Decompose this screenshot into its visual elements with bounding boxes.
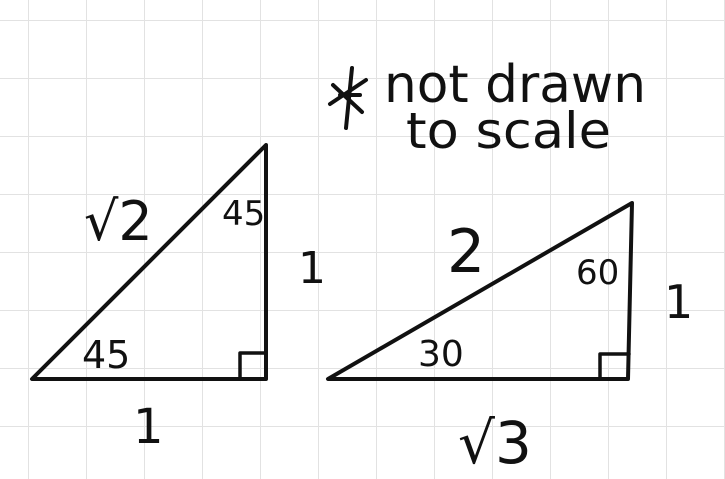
asterisk-icon — [328, 66, 368, 130]
triangle-30-60-bottom-angle-label: 30 — [418, 334, 464, 375]
triangle-30-60-outline — [326, 201, 634, 381]
triangle-45-outline — [30, 143, 268, 381]
note-line-1: not drawn — [384, 55, 646, 115]
triangle-45-bottom-angle-label: 45 — [82, 333, 130, 377]
triangle-30-60-top-angle-label: 60 — [576, 253, 619, 293]
triangle-45-top-angle-label: 45 — [222, 194, 265, 234]
triangle-45-hypotenuse-label: √2 — [84, 190, 153, 253]
right-angle-marker-right — [598, 352, 631, 381]
triangle-30-60-vertical-side-label: 1 — [664, 275, 693, 329]
triangle-30-60-base-label: √3 — [458, 409, 532, 477]
triangle-45-45-90 — [30, 143, 268, 381]
triangle-30-60-hypotenuse-label: 2 — [447, 217, 485, 287]
right-angle-marker-left — [238, 351, 268, 381]
note-line-2: to scale — [406, 102, 611, 160]
triangle-30-60-90 — [326, 201, 634, 381]
triangle-45-vertical-side-label: 1 — [298, 243, 326, 294]
triangle-45-base-label: 1 — [133, 399, 164, 455]
